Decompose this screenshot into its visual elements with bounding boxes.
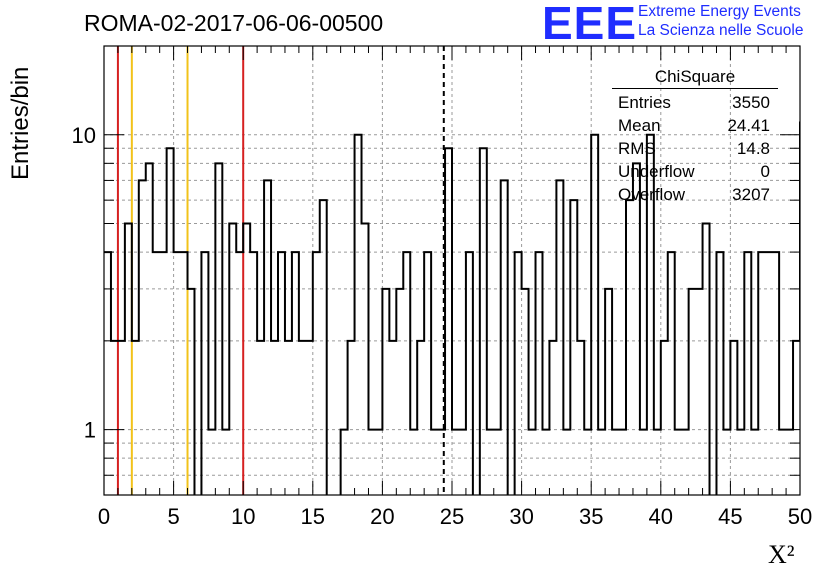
x-tick-label: 30: [509, 504, 533, 529]
stats-row-underflow: Underflow 0: [612, 160, 778, 183]
y-tick-label: 1: [84, 418, 96, 443]
x-tick-label: 15: [301, 504, 325, 529]
stats-row-rms: RMS 14.8: [612, 137, 778, 160]
x-tick-label: 5: [167, 504, 179, 529]
stats-value: 3550: [732, 93, 770, 112]
x-tick-label: 0: [98, 504, 110, 529]
y-tick-label: 10: [72, 123, 96, 148]
x-axis-label: X²: [768, 540, 795, 569]
stats-label: Mean: [618, 116, 661, 135]
stats-value: 24.41: [727, 116, 770, 135]
x-tick-label: 50: [788, 504, 812, 529]
y-axis-label: Entries/bin: [7, 66, 34, 180]
stats-row-mean: Mean 24.41: [612, 114, 778, 137]
logo-line-2: La Scienza nelle Scuole: [638, 22, 804, 39]
eee-logo-text: Extreme Energy Events La Scienza nelle S…: [638, 2, 803, 40]
stats-value: 0: [760, 162, 770, 181]
chart-title: ROMA-02-2017-06-06-00500: [84, 10, 384, 36]
stats-label: Entries: [618, 93, 671, 112]
stats-label: Overflow: [618, 185, 686, 204]
x-tick-label: 20: [370, 504, 394, 529]
x-tick-label: 10: [231, 504, 255, 529]
logo-line-1: Extreme Energy Events: [638, 3, 801, 20]
stats-box: ChiSquare Entries 3550 Mean 24.41 RMS 14.8 …: [612, 66, 778, 206]
histogram-line: [104, 121, 800, 495]
stats-label: RMS: [618, 139, 656, 158]
stats-value: 3207: [732, 185, 770, 204]
stats-row-entries: Entries 3550: [612, 91, 778, 114]
stats-title: ChiSquare: [612, 66, 778, 89]
stats-label: Underflow: [618, 162, 695, 181]
x-tick-label: 40: [649, 504, 673, 529]
eee-logo: EEE: [542, 0, 638, 49]
stats-row-overflow: Overflow 3207: [612, 183, 778, 206]
x-tick-label: 35: [579, 504, 603, 529]
stats-value: 14.8: [736, 139, 770, 158]
x-tick-label: 25: [440, 504, 464, 529]
x-tick-label: 45: [718, 504, 742, 529]
